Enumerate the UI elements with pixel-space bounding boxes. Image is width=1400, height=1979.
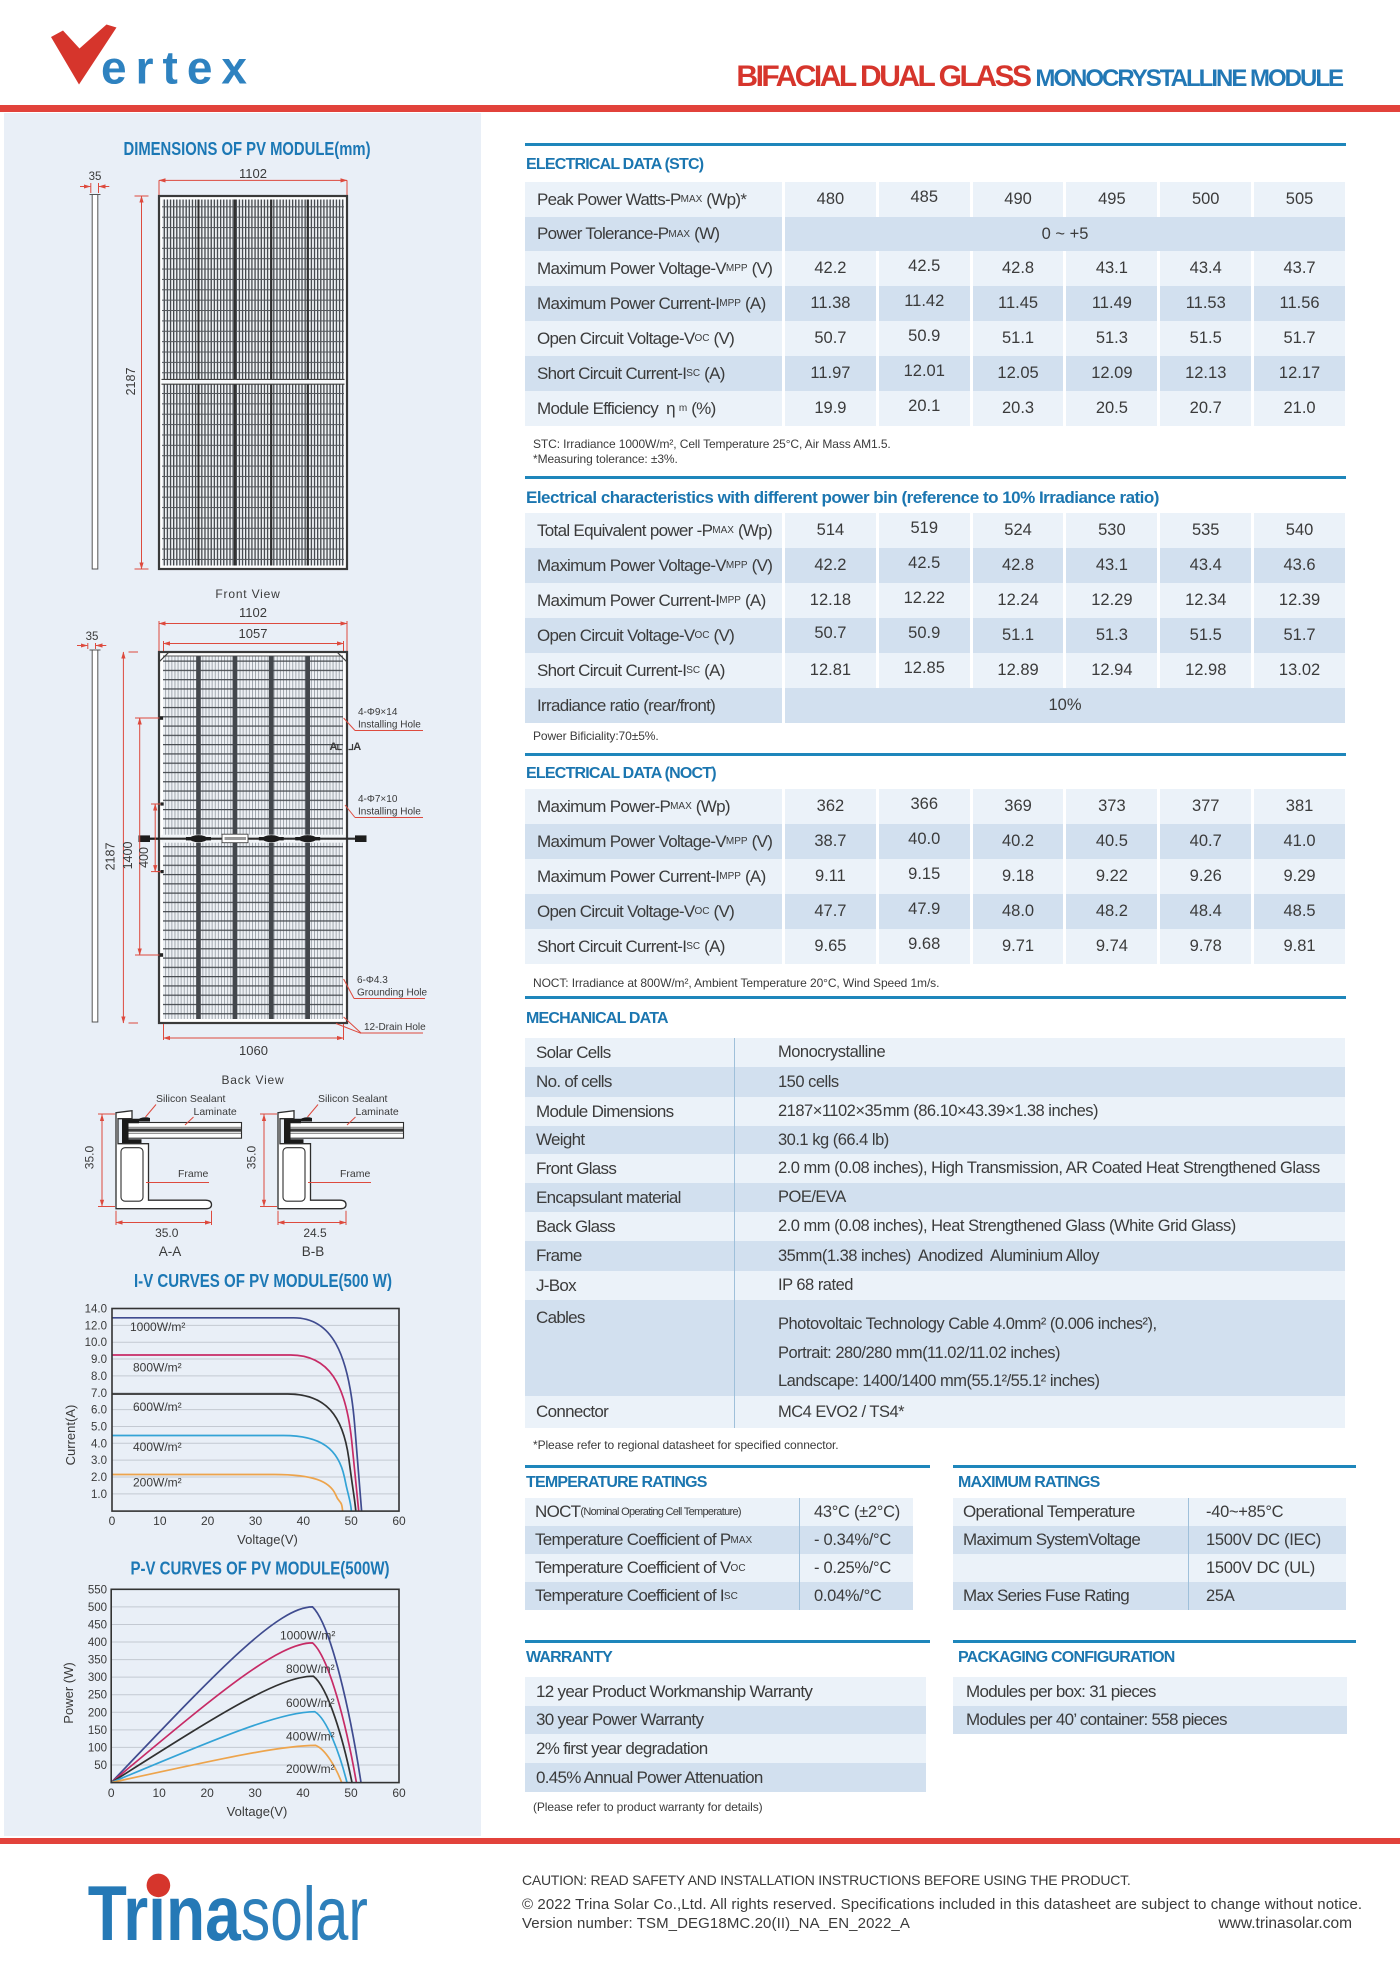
svg-text:1000W/m²: 1000W/m² bbox=[280, 1629, 335, 1643]
svg-text:A: A bbox=[330, 741, 338, 753]
svg-text:1000W/m²: 1000W/m² bbox=[130, 1320, 185, 1334]
svg-text:400W/m²: 400W/m² bbox=[286, 1730, 335, 1744]
svg-text:DIMENSIONS OF PV MODULE(mm): DIMENSIONS OF PV MODULE(mm) bbox=[124, 139, 371, 159]
svg-text:B-B: B-B bbox=[302, 1244, 325, 1259]
svg-text:ertex: ertex bbox=[101, 42, 247, 94]
svg-text:10: 10 bbox=[153, 1514, 167, 1528]
svg-text:Silicon Sealant: Silicon Sealant bbox=[318, 1093, 388, 1105]
svg-text:600W/m²: 600W/m² bbox=[133, 1400, 182, 1414]
svg-text:Back View: Back View bbox=[221, 1073, 284, 1087]
svg-text:Voltage(V): Voltage(V) bbox=[227, 1804, 288, 1819]
svg-text:50: 50 bbox=[94, 1760, 107, 1772]
svg-text:Power (W): Power (W) bbox=[61, 1662, 76, 1723]
svg-text:450: 450 bbox=[88, 1619, 107, 1631]
svg-text:solar: solar bbox=[241, 1872, 368, 1957]
svg-text:250: 250 bbox=[88, 1690, 107, 1702]
svg-text:150: 150 bbox=[88, 1725, 107, 1737]
svg-text:100: 100 bbox=[88, 1742, 107, 1754]
svg-text:I-V CURVES OF PV MODULE(500 W): I-V CURVES OF PV MODULE(500 W) bbox=[134, 1271, 392, 1291]
svg-text:7.0: 7.0 bbox=[91, 1388, 107, 1400]
svg-text:50: 50 bbox=[344, 1786, 358, 1800]
svg-text:800W/m²: 800W/m² bbox=[286, 1662, 335, 1676]
svg-text:1.0: 1.0 bbox=[91, 1489, 107, 1501]
svg-text:Silicon Sealant: Silicon Sealant bbox=[156, 1093, 226, 1105]
svg-text:300: 300 bbox=[88, 1672, 107, 1684]
svg-text:P-V CURVES OF PV MODULE(500W): P-V CURVES OF PV MODULE(500W) bbox=[131, 1559, 390, 1579]
svg-text:40: 40 bbox=[297, 1514, 311, 1528]
svg-text:5.0: 5.0 bbox=[91, 1421, 107, 1433]
svg-text:Installing Hole: Installing Hole bbox=[358, 720, 421, 731]
svg-text:350: 350 bbox=[88, 1655, 107, 1667]
svg-text:4-Φ7×10: 4-Φ7×10 bbox=[358, 794, 398, 805]
svg-text:35.0: 35.0 bbox=[155, 1226, 179, 1240]
svg-text:40: 40 bbox=[296, 1786, 310, 1800]
svg-text:6-Φ4.3: 6-Φ4.3 bbox=[357, 975, 388, 986]
svg-text:200W/m²: 200W/m² bbox=[133, 1476, 182, 1490]
svg-text:8.0: 8.0 bbox=[91, 1371, 107, 1383]
svg-text:14.0: 14.0 bbox=[85, 1304, 107, 1316]
svg-text:Installing Hole: Installing Hole bbox=[358, 807, 421, 818]
svg-text:60: 60 bbox=[392, 1514, 406, 1528]
svg-text:200W/m²: 200W/m² bbox=[286, 1762, 335, 1776]
svg-text:35: 35 bbox=[86, 631, 99, 643]
svg-text:10.0: 10.0 bbox=[85, 1337, 107, 1349]
svg-text:20: 20 bbox=[201, 1514, 215, 1528]
svg-text:12-Drain Hole: 12-Drain Hole bbox=[364, 1022, 426, 1033]
svg-text:Voltage(V): Voltage(V) bbox=[237, 1532, 298, 1547]
svg-text:4.0: 4.0 bbox=[91, 1438, 107, 1450]
svg-text:500: 500 bbox=[88, 1602, 107, 1614]
svg-text:1060: 1060 bbox=[239, 1043, 268, 1058]
svg-text:Laminate: Laminate bbox=[356, 1106, 399, 1118]
svg-text:30: 30 bbox=[248, 1786, 262, 1800]
svg-text:9.0: 9.0 bbox=[91, 1354, 107, 1366]
svg-text:A: A bbox=[353, 741, 361, 753]
svg-text:550: 550 bbox=[88, 1584, 107, 1596]
svg-text:1400: 1400 bbox=[121, 842, 135, 870]
svg-text:1102: 1102 bbox=[239, 605, 267, 620]
svg-text:Frame: Frame bbox=[340, 1168, 370, 1180]
svg-text:600W/m²: 600W/m² bbox=[286, 1696, 335, 1710]
svg-text:Laminate: Laminate bbox=[194, 1106, 237, 1118]
svg-text:35.0: 35.0 bbox=[83, 1145, 97, 1169]
svg-text:400: 400 bbox=[88, 1637, 107, 1649]
svg-text:1057: 1057 bbox=[239, 626, 268, 641]
svg-text:35: 35 bbox=[89, 171, 102, 183]
svg-text:400: 400 bbox=[137, 847, 151, 868]
svg-text:4-Φ9×14: 4-Φ9×14 bbox=[358, 707, 398, 718]
svg-text:400W/m²: 400W/m² bbox=[133, 1440, 182, 1454]
svg-text:800W/m²: 800W/m² bbox=[133, 1361, 182, 1375]
svg-text:Current(A): Current(A) bbox=[63, 1405, 78, 1466]
svg-text:0: 0 bbox=[108, 1786, 115, 1800]
svg-text:2187: 2187 bbox=[104, 843, 118, 871]
svg-text:12.0: 12.0 bbox=[85, 1320, 107, 1332]
svg-text:2.0: 2.0 bbox=[91, 1472, 107, 1484]
svg-text:Front View: Front View bbox=[215, 587, 280, 601]
svg-text:24.5: 24.5 bbox=[303, 1226, 327, 1240]
svg-text:Grounding Hole: Grounding Hole bbox=[357, 988, 427, 999]
svg-text:200: 200 bbox=[88, 1707, 107, 1719]
svg-text:Frame: Frame bbox=[178, 1168, 208, 1180]
svg-text:10: 10 bbox=[152, 1786, 166, 1800]
svg-text:20: 20 bbox=[200, 1786, 214, 1800]
svg-text:6.0: 6.0 bbox=[91, 1405, 107, 1417]
svg-text:A-A: A-A bbox=[159, 1244, 182, 1259]
svg-text:1102: 1102 bbox=[239, 166, 267, 181]
svg-text:2187: 2187 bbox=[124, 368, 138, 396]
svg-text:60: 60 bbox=[392, 1786, 406, 1800]
svg-text:0: 0 bbox=[109, 1514, 116, 1528]
svg-text:35.0: 35.0 bbox=[245, 1145, 259, 1169]
svg-text:3.0: 3.0 bbox=[91, 1455, 107, 1467]
svg-text:30: 30 bbox=[249, 1514, 263, 1528]
svg-text:50: 50 bbox=[344, 1514, 358, 1528]
